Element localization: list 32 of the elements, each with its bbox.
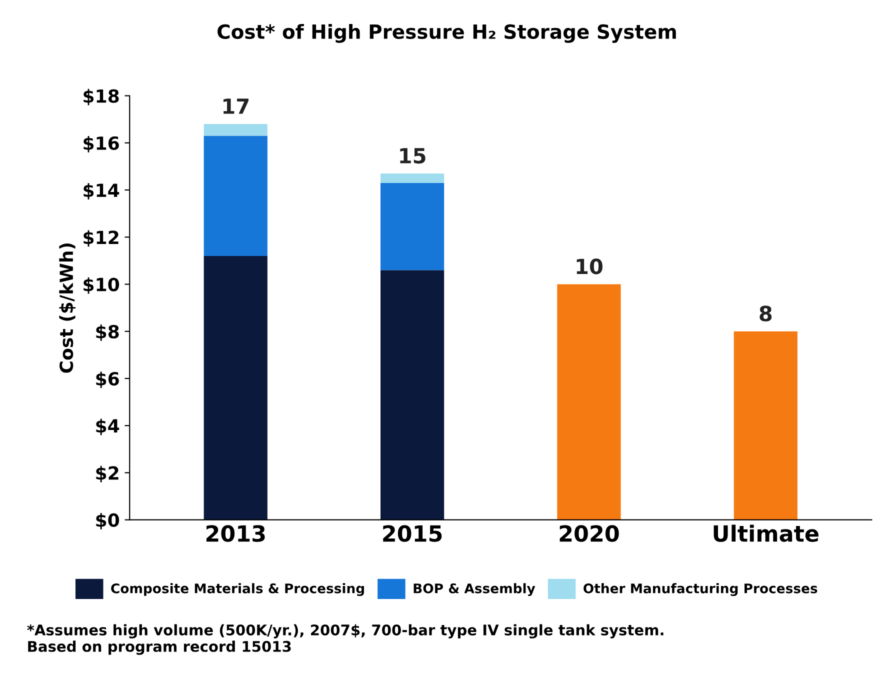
bar bbox=[380, 182, 444, 270]
y-tick-label: $18 bbox=[84, 88, 119, 106]
y-tick-label: $14 bbox=[84, 183, 120, 200]
y-tick-label: $10 bbox=[84, 277, 120, 294]
total-label: 8 bbox=[760, 306, 772, 322]
y-tick-label: $6 bbox=[96, 372, 119, 388]
legend-label: BOP & Assembly bbox=[414, 583, 536, 596]
bar bbox=[380, 270, 444, 520]
bar bbox=[734, 331, 798, 520]
total-label: 10 bbox=[576, 258, 602, 274]
y-axis-title: Cost ($/kWh) bbox=[59, 243, 76, 373]
chart-title: Cost* of High Pressure H₂ Storage System bbox=[218, 24, 676, 43]
total-label: 15 bbox=[400, 148, 426, 164]
bar bbox=[557, 284, 621, 520]
legend-label: Composite Materials & Processing bbox=[111, 583, 364, 596]
y-tick-label: $0 bbox=[96, 512, 120, 530]
x-tick-label: 2013 bbox=[206, 525, 265, 542]
y-tick-label: $8 bbox=[96, 324, 119, 341]
bar bbox=[204, 256, 268, 520]
total-label: 17 bbox=[223, 98, 248, 114]
y-tick-label: $4 bbox=[96, 418, 120, 436]
x-tick-label: 2020 bbox=[560, 525, 619, 542]
bar bbox=[380, 174, 444, 183]
y-tick-label: $2 bbox=[96, 466, 118, 482]
x-tick-label: 2015 bbox=[383, 525, 442, 542]
bar bbox=[204, 136, 268, 256]
x-tick-label: Ultimate bbox=[714, 524, 818, 542]
bar bbox=[204, 124, 268, 136]
legend-label: Other Manufacturing Processes bbox=[584, 583, 818, 596]
y-tick-label: $12 bbox=[84, 230, 118, 247]
text: *Assumes high volume (500K/yr.), 2007$, 700-bar type IV single tank system. Based on program record 15013 bbox=[27, 624, 664, 655]
y-tick-label: $16 bbox=[84, 136, 119, 152]
